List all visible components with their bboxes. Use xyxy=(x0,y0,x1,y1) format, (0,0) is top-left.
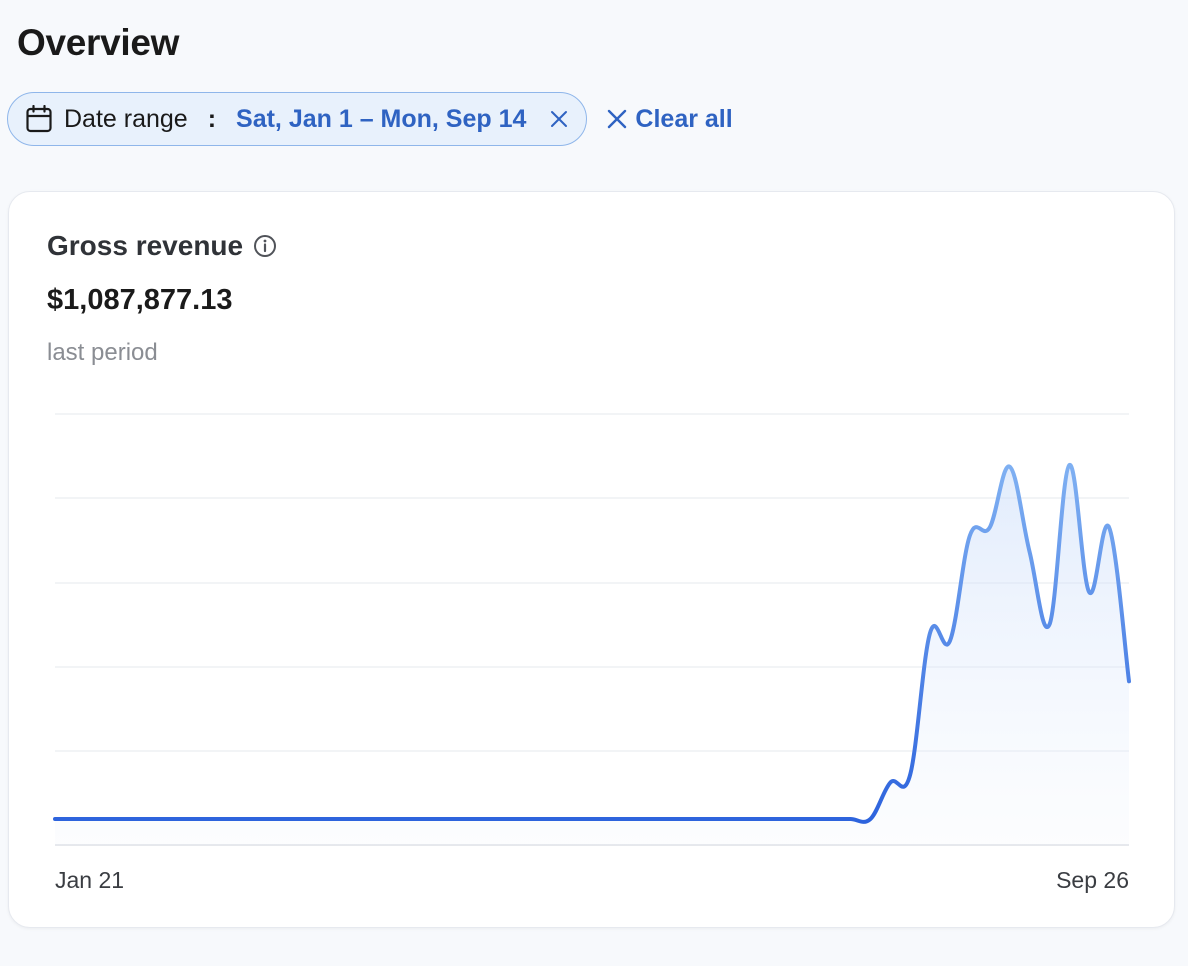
revenue-chart xyxy=(53,413,1131,846)
gross-revenue-card: Gross revenue $1,087,877.13 last period … xyxy=(8,191,1175,928)
x-tick-label: Sep 26 xyxy=(1056,867,1129,893)
metric-value: $1,087,877.13 xyxy=(47,284,233,316)
x-tick-label: Jan 21 xyxy=(55,867,125,893)
metric-title: Gross revenue xyxy=(47,230,277,262)
clear-all-label: Clear all xyxy=(635,104,733,133)
filter-separator: : xyxy=(207,104,217,133)
clear-all-button[interactable]: Clear all xyxy=(607,104,733,134)
comparison-label: last period xyxy=(47,339,158,366)
close-icon[interactable] xyxy=(550,110,568,128)
calendar-icon xyxy=(26,105,52,133)
info-icon[interactable] xyxy=(253,234,277,258)
filter-label: Date range xyxy=(64,104,188,133)
metric-title-text: Gross revenue xyxy=(47,230,244,261)
revenue-area xyxy=(55,464,1129,845)
filter-value[interactable]: Sat, Jan 1 – Mon, Sep 14 xyxy=(236,104,527,133)
filter-bar: Date range : Sat, Jan 1 – Mon, Sep 14 Cl… xyxy=(7,92,733,146)
close-icon xyxy=(607,109,627,129)
date-range-filter-chip[interactable]: Date range : Sat, Jan 1 – Mon, Sep 14 xyxy=(7,92,588,146)
page-title: Overview xyxy=(17,22,180,63)
revenue-line xyxy=(53,463,1131,824)
